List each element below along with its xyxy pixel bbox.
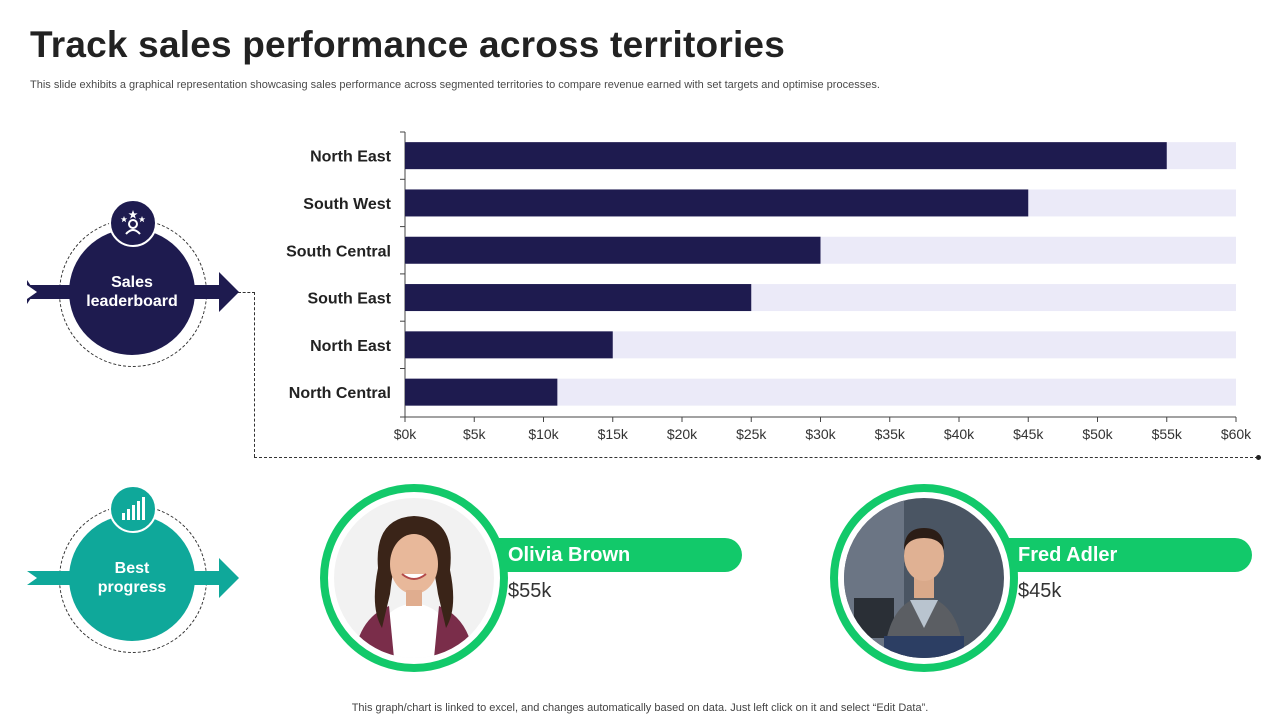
best-progress-badge: Best progress: [27, 485, 239, 655]
x-tick-label: $60k: [1221, 426, 1252, 442]
person-card-olivia: Olivia Brown $55k: [320, 484, 760, 674]
photo-frame: [830, 484, 1018, 672]
woman-portrait-icon: [334, 498, 494, 658]
x-tick-label: $20k: [667, 426, 698, 442]
connector-line: [238, 292, 255, 293]
person-card-fred: Fred Adler $45k: [830, 484, 1270, 674]
bar-value: [405, 331, 613, 359]
bar-value: [405, 284, 752, 312]
badge-label-line1: Best: [114, 560, 150, 577]
connector-line: [254, 457, 1258, 458]
bar-value: [405, 142, 1167, 170]
person-value: $55k: [508, 580, 552, 602]
x-tick-label: $5k: [463, 426, 487, 442]
category-label: North Central: [289, 385, 391, 402]
person-name: Fred Adler: [998, 538, 1252, 572]
x-tick-label: $40k: [944, 426, 975, 442]
bar-value: [405, 378, 558, 406]
star-team-icon: [109, 199, 157, 247]
person-value: $45k: [1018, 580, 1062, 602]
x-tick-label: $45k: [1013, 426, 1044, 442]
bar-chart-icon: [109, 485, 157, 533]
badge-disk: Best progress: [69, 515, 195, 641]
x-tick-label: $35k: [875, 426, 906, 442]
bar-value: [405, 189, 1029, 217]
footnote: This graph/chart is linked to excel, and…: [351, 702, 929, 714]
bar-value: [405, 236, 821, 264]
x-tick-label: $10k: [528, 426, 559, 442]
connector-end-dot: [1256, 455, 1261, 460]
person-name: Olivia Brown: [488, 538, 742, 572]
connector-line: [254, 292, 255, 457]
page-subtitle: This slide exhibits a graphical represen…: [30, 79, 880, 91]
category-label: South Central: [286, 243, 391, 260]
sales-leaderboard-badge: Sales leaderboard: [27, 199, 239, 369]
x-tick-label: $15k: [598, 426, 629, 442]
category-label: South East: [307, 291, 391, 308]
category-label: South West: [303, 196, 391, 213]
x-tick-label: $30k: [805, 426, 836, 442]
x-tick-label: $50k: [1082, 426, 1113, 442]
x-tick-label: $0k: [394, 426, 418, 442]
page-title: Track sales performance across territori…: [30, 24, 785, 65]
category-label: North East: [310, 149, 392, 166]
man-portrait-icon: [844, 498, 1004, 658]
category-label: North East: [310, 338, 392, 355]
x-tick-label: $25k: [736, 426, 767, 442]
territory-bar-chart[interactable]: North East South West South Central South E…: [0, 0, 1280, 460]
badge-disk: Sales leaderboard: [69, 229, 195, 355]
x-tick-label: $55k: [1152, 426, 1183, 442]
badge-label-line2: progress: [97, 579, 167, 596]
photo-frame: [320, 484, 508, 672]
badge-label-line1: Sales: [111, 274, 153, 291]
badge-label-line2: leaderboard: [86, 293, 178, 310]
